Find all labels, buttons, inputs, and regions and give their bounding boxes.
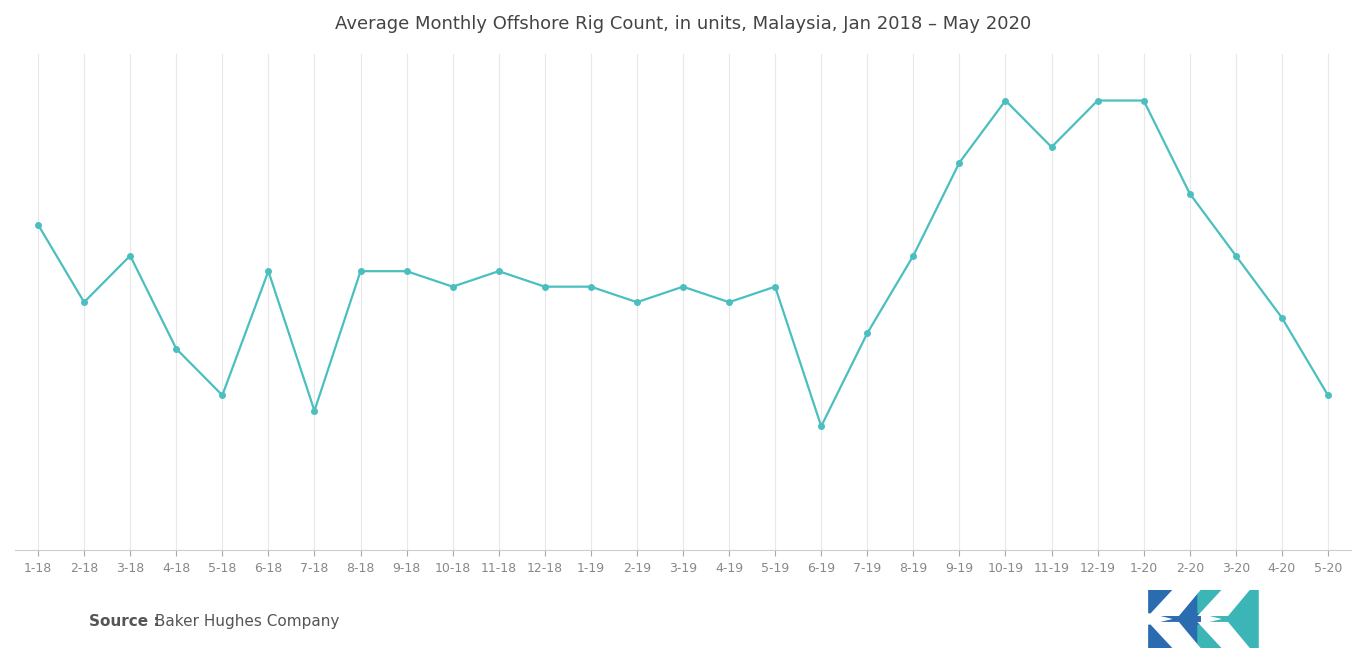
Polygon shape — [1197, 590, 1250, 616]
Text: Baker Hughes Company: Baker Hughes Company — [150, 614, 340, 629]
Polygon shape — [1147, 590, 1201, 616]
Polygon shape — [1197, 622, 1250, 648]
Text: Source :: Source : — [89, 614, 160, 629]
Polygon shape — [1147, 622, 1201, 648]
Polygon shape — [1197, 590, 1259, 648]
Title: Average Monthly Offshore Rig Count, in units, Malaysia, Jan 2018 – May 2020: Average Monthly Offshore Rig Count, in u… — [335, 15, 1031, 33]
Polygon shape — [1147, 590, 1201, 648]
